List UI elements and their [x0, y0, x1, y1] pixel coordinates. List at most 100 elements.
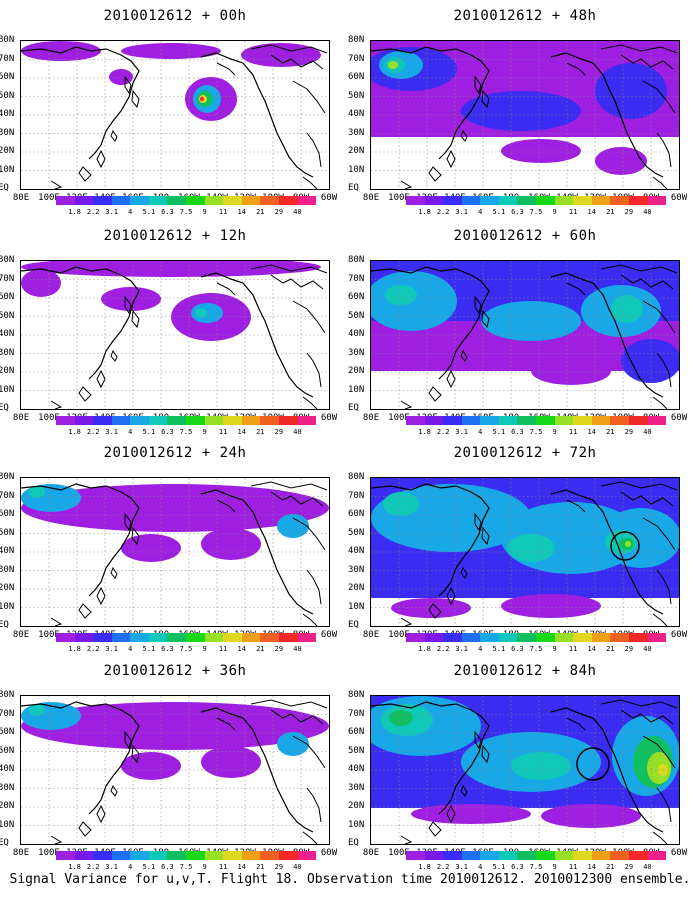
longitude-label: 60W: [670, 848, 688, 858]
latitude-label: 10N: [348, 164, 365, 175]
colorbar-label: 7.5: [529, 428, 543, 436]
colorbar-label: 5.1: [492, 863, 506, 871]
colorbar-label: 29: [624, 863, 634, 871]
latitude-label: 10N: [0, 601, 15, 612]
colorbar-swatch: [498, 196, 518, 205]
panel-title: 2010012612 + 36h: [103, 663, 247, 679]
colorbar-label: 40: [643, 208, 652, 216]
colorbar-labels: 1.8 2.2 3.1 4 5.1 6.3 7.5 9 11 14 21 29 40: [56, 645, 316, 653]
colorbar-swatch: [406, 196, 425, 205]
latitude-label: 30N: [0, 564, 15, 575]
colorbar-swatch: [424, 196, 444, 205]
colorbar-label: 14: [587, 208, 596, 216]
colorbar-swatch: [111, 416, 131, 425]
latitude-label: 20N: [0, 366, 15, 376]
colorbar-label: 11: [568, 863, 578, 871]
colorbar-swatch: [517, 851, 537, 860]
latitude-label: 10N: [0, 819, 15, 830]
latitude-label: 40N: [0, 546, 15, 556]
colorbar-swatch: [223, 851, 242, 860]
latitude-label: 10N: [0, 384, 15, 395]
colorbar-label: 40: [643, 645, 652, 653]
colorbar-swatch: [74, 196, 94, 205]
latitude-label: 60N: [0, 727, 15, 737]
colorbar-label: 1.8: [418, 428, 431, 436]
latitude-label: 70N: [348, 490, 365, 501]
colorbar-swatch: [573, 196, 592, 205]
colorbar-label: 7.5: [179, 428, 193, 436]
colorbar-label: 5.1: [492, 645, 506, 653]
longitude-label: 60W: [320, 193, 338, 203]
latitude-label: 20N: [348, 366, 365, 376]
colorbar-swatch: [278, 851, 298, 860]
colorbar-label: 4: [478, 428, 483, 436]
colorbar-swatch: [167, 851, 187, 860]
colorbar-swatch: [241, 851, 261, 860]
longitude-label: 100E: [388, 413, 410, 423]
colorbar-swatch: [204, 196, 224, 205]
colorbar-swatch: [517, 633, 537, 642]
colorbar-swatch: [591, 633, 611, 642]
panel-title: 2010012612 + 60h: [453, 228, 597, 244]
colorbar-label: 6.3: [511, 428, 524, 436]
longitude-label: 100E: [38, 193, 60, 203]
colorbar-swatch: [74, 416, 94, 425]
latitude-label: 70N: [0, 490, 15, 501]
colorbar-swatch: [480, 416, 499, 425]
latitude-label: 50N: [348, 310, 365, 321]
colorbar-swatch: [443, 416, 462, 425]
colorbar-swatch: [148, 416, 168, 425]
colorbar-swatch: [628, 416, 648, 425]
colorbar-label: 21: [256, 208, 265, 216]
colorbar-swatch: [56, 633, 75, 642]
colorbar-label: 29: [624, 428, 634, 436]
colorbar-swatch: [223, 416, 242, 425]
colorbar-swatch: [647, 416, 667, 425]
colorbar-swatch: [111, 851, 131, 860]
colorbar-swatch: [480, 851, 499, 860]
longitude-label: 60W: [320, 630, 338, 640]
colorbar-swatch: [628, 633, 648, 642]
colorbar-label: 1.8: [68, 208, 81, 216]
colorbar-label: 4: [128, 208, 133, 216]
colorbar-swatch: [424, 633, 444, 642]
colorbar-label: 3.1: [455, 863, 469, 871]
colorbar-swatch: [130, 196, 149, 205]
colorbar-label: 14: [237, 208, 246, 216]
colorbar-swatch: [536, 633, 555, 642]
colorbar-label: 2.2: [436, 428, 450, 436]
colorbar-label: 4: [128, 863, 133, 871]
latitude-label: 80N: [0, 690, 15, 700]
colorbar-label: 29: [274, 645, 284, 653]
colorbar-label: 3.1: [105, 208, 119, 216]
colorbar-swatch: [186, 416, 205, 425]
latitude-label: 40N: [348, 329, 365, 339]
colorbar: [406, 416, 667, 425]
longitude-label: 100E: [388, 848, 410, 858]
map-plot: [20, 40, 330, 190]
colorbar-label: 40: [293, 645, 302, 653]
longitude-label: 60W: [320, 413, 338, 423]
colorbar-swatch: [111, 633, 131, 642]
longitude-label: 100E: [388, 193, 410, 203]
colorbar-label: 11: [568, 208, 578, 216]
colorbar-label: 14: [587, 428, 596, 436]
colorbar-swatch: [74, 851, 94, 860]
colorbar-swatch: [297, 196, 317, 205]
longitude-label: 80E: [362, 630, 380, 640]
colorbar-swatch: [647, 851, 667, 860]
colorbar-swatch: [443, 196, 462, 205]
map-plot: [370, 40, 680, 190]
colorbar-swatch: [260, 851, 279, 860]
latitude-label: EQ: [0, 620, 9, 630]
colorbar-label: 2.2: [436, 863, 450, 871]
latitude-label: 50N: [0, 90, 15, 101]
colorbar-swatch: [260, 633, 279, 642]
latitude-label: 30N: [0, 347, 15, 358]
colorbar-swatch: [498, 633, 518, 642]
colorbar-swatch: [56, 851, 75, 860]
forecast-panel: 2010012612 + 60h 80N 70N 60N 50N 40N 30N 20N 10N…: [348, 220, 700, 436]
colorbar-label: 29: [274, 863, 284, 871]
colorbar-labels: 1.8 2.2 3.1 4 5.1 6.3 7.5 9 11 14 21 29 40: [406, 645, 666, 653]
latitude-label: 70N: [0, 273, 15, 284]
